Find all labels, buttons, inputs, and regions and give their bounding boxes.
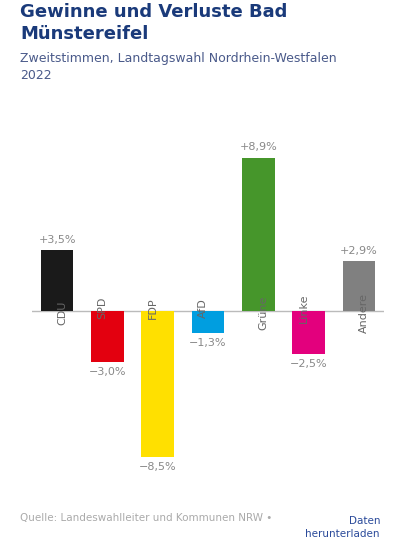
- Text: SPD: SPD: [98, 297, 108, 319]
- Text: +2,9%: +2,9%: [340, 246, 378, 256]
- Bar: [141, 311, 174, 457]
- Text: Gewinne und Verluste Bad: Gewinne und Verluste Bad: [20, 3, 287, 21]
- Text: Daten
herunterladen: Daten herunterladen: [306, 516, 380, 539]
- Bar: [242, 157, 275, 311]
- Bar: [192, 311, 224, 333]
- Text: −2,5%: −2,5%: [290, 359, 327, 369]
- Text: AfD: AfD: [198, 298, 208, 318]
- Text: FDP: FDP: [148, 298, 158, 319]
- Text: Münstereifel: Münstereifel: [20, 25, 148, 43]
- Text: −8,5%: −8,5%: [139, 462, 176, 472]
- Text: +8,9%: +8,9%: [240, 142, 277, 152]
- Text: −1,3%: −1,3%: [189, 338, 227, 348]
- Bar: [91, 311, 124, 362]
- Text: −3,0%: −3,0%: [89, 368, 126, 378]
- Bar: [292, 311, 325, 354]
- Text: Quelle: Landeswahlleiter und Kommunen NRW •: Quelle: Landeswahlleiter und Kommunen NR…: [20, 513, 276, 523]
- Text: +3,5%: +3,5%: [38, 235, 76, 245]
- Text: Zweitstimmen, Landtagswahl Nordrhein-Westfalen
2022: Zweitstimmen, Landtagswahl Nordrhein-Wes…: [20, 52, 337, 82]
- Text: Andere: Andere: [359, 293, 369, 333]
- Text: Grüne: Grüne: [258, 296, 268, 331]
- Bar: [342, 261, 375, 311]
- Text: Linke: Linke: [298, 293, 308, 323]
- Bar: [41, 251, 74, 311]
- Text: CDU: CDU: [57, 301, 67, 326]
